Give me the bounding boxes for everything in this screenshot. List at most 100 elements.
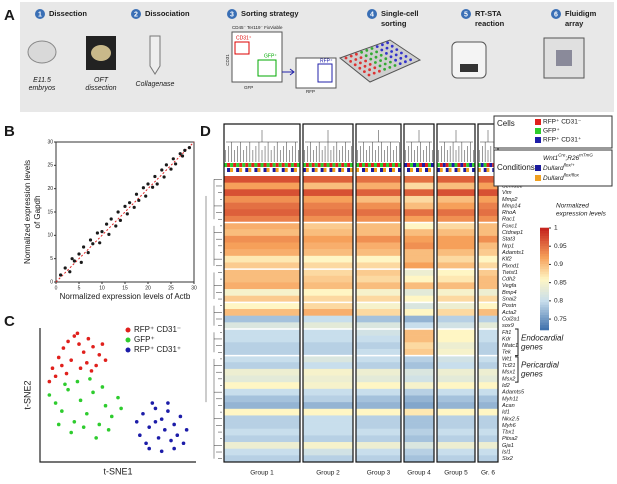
plate-well	[373, 66, 377, 70]
heatmap-cell	[404, 289, 434, 297]
heatmap-cell	[224, 455, 300, 463]
row-label: Stat3	[502, 237, 516, 243]
heatmap-cell	[356, 388, 401, 396]
colorbar-segment	[540, 235, 549, 239]
y-tick-label: 10	[47, 233, 53, 239]
plate-well	[383, 67, 386, 71]
heatmap-cell	[356, 455, 401, 463]
cell-type-strip	[320, 163, 324, 167]
point	[69, 358, 73, 362]
heatmap-cell	[356, 382, 401, 390]
legend-label: GFP⁺	[543, 128, 560, 135]
heatmap-cell	[356, 229, 401, 237]
heatmap-cell	[356, 176, 401, 183]
cell-type-strip	[466, 163, 470, 167]
x-tick-label: 5	[78, 285, 81, 291]
heatmap-cell	[404, 215, 434, 223]
heatmap-cell	[224, 435, 300, 443]
plate-well	[349, 60, 352, 63]
cell-type-strip	[448, 163, 452, 167]
heatmap-cell	[224, 388, 300, 396]
heatmap-cell	[478, 442, 498, 449]
heatmap-cell	[224, 222, 300, 230]
caption: Collagenase	[136, 81, 175, 88]
heatmap-cell	[356, 295, 401, 303]
heatmap-cell	[303, 375, 353, 383]
heatmap-cell	[224, 328, 300, 336]
caption: E11.5	[33, 77, 51, 84]
point	[153, 174, 157, 179]
plate-well	[364, 54, 368, 58]
plate-well	[393, 64, 397, 67]
condition-strip	[480, 168, 484, 172]
colorbar-segment	[540, 314, 549, 318]
step-title: reaction	[475, 19, 505, 28]
colorbar-segment	[540, 316, 549, 321]
heatmap-cell	[303, 342, 353, 350]
plate-well	[394, 53, 398, 57]
plate-well	[359, 61, 362, 65]
point	[53, 401, 58, 405]
row-label: Flt1	[502, 330, 511, 336]
plate-well	[374, 61, 377, 64]
heatmap-cell	[303, 368, 353, 376]
point	[187, 146, 191, 150]
cell-type-strip	[326, 163, 330, 167]
oft-tissue	[91, 45, 111, 61]
heatmap-cell	[478, 435, 498, 443]
plate-well	[389, 60, 392, 64]
cell-type-strip	[380, 163, 383, 167]
point	[180, 154, 185, 158]
row-label: Acan	[501, 403, 515, 409]
cell-type-strip	[227, 163, 231, 167]
step-title: Fluidigm	[565, 9, 597, 18]
heatmap-cell	[224, 442, 300, 449]
heatmap-cell	[437, 408, 475, 416]
cell-type-strip	[395, 163, 398, 167]
point	[50, 366, 55, 371]
condition-strip	[266, 168, 270, 172]
condition-strip	[251, 168, 255, 172]
condition-strip	[341, 168, 345, 172]
x-axis-label: t-SNE1	[103, 466, 132, 476]
legend-swatch	[535, 119, 541, 125]
point	[63, 266, 67, 270]
colorbar-segment	[540, 253, 549, 257]
point	[105, 222, 109, 226]
heatmap-cell	[437, 302, 475, 310]
heatmap-cell	[303, 289, 353, 297]
cell-type-strip	[407, 163, 410, 167]
heatmap-cell	[404, 328, 434, 336]
heatmap-cell	[404, 415, 434, 423]
gate	[234, 41, 250, 55]
row-label: Col2a1	[502, 316, 520, 322]
group-frame	[223, 123, 301, 463]
row-label: Pitxa2	[502, 436, 518, 442]
condition-strip	[350, 168, 353, 172]
plate-well	[379, 59, 382, 62]
plate-well	[363, 64, 367, 68]
condition-strip	[272, 168, 276, 172]
step-number: 4	[370, 11, 374, 18]
row-label: Foxc1	[502, 223, 517, 229]
heatmap-cell	[356, 275, 401, 283]
cell-type-strip	[374, 163, 377, 167]
point	[169, 438, 173, 443]
plate-well	[359, 56, 363, 59]
cell-type-strip	[356, 163, 359, 167]
group-label: Group 4	[407, 470, 431, 477]
point	[137, 198, 141, 202]
heatmap-cell	[478, 448, 498, 456]
heatmap-cell	[478, 315, 498, 323]
condition-strip	[335, 168, 339, 172]
cell-type-strip	[480, 163, 484, 167]
heatmap-cell	[356, 408, 401, 416]
condition-strip	[407, 168, 410, 172]
point	[59, 273, 63, 277]
heatmap-cell	[356, 182, 401, 190]
cell-type-strip	[239, 163, 243, 167]
cell-type-strip	[245, 163, 249, 167]
condition-strip	[317, 168, 321, 172]
group-frame	[436, 123, 476, 463]
legend-label: Dullardflox/flox	[543, 173, 580, 182]
